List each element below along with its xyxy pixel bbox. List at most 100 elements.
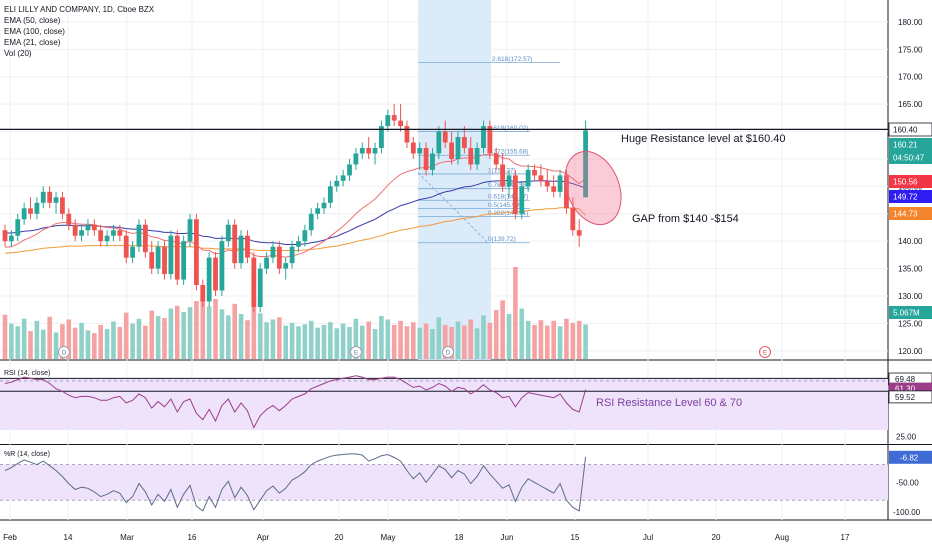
volume-bar [315, 327, 320, 359]
candle [296, 241, 301, 247]
volume-bar [328, 322, 333, 359]
time-axis[interactable]: Feb 14 Mar 16 Apr 20 May 18 Jun 15 Jul 20 Aug 17 [3, 533, 850, 542]
wr-tick: -100.00 [893, 508, 921, 517]
price-badge[interactable] [889, 207, 932, 220]
candle [449, 142, 454, 159]
candle [315, 208, 321, 214]
candle [404, 126, 410, 143]
annotations: Huge Resistance level at $160.40 GAP from… [0, 128, 888, 358]
volume-bar [155, 316, 161, 359]
resistance-note: Huge Resistance level at $160.40 [621, 133, 786, 145]
rsi-band [0, 378, 888, 431]
price-badge[interactable] [888, 122, 932, 137]
candle [136, 224, 142, 247]
wr-title[interactable]: %R (14, close) [4, 451, 50, 458]
candle [200, 285, 206, 302]
indicator-ema50[interactable]: EMA (50, close) [4, 16, 61, 25]
price-tick: 180.00 [898, 18, 923, 27]
date-range-highlight [418, 0, 491, 360]
volume-bar [468, 319, 474, 359]
gap-note: GAP from $140 -$154 [632, 213, 739, 225]
candle [104, 235, 110, 242]
rsi-title[interactable]: RSI (14, close) [4, 370, 50, 377]
price-badge[interactable] [889, 190, 932, 203]
rsi-badge[interactable] [888, 390, 932, 404]
volume-bar [238, 314, 244, 359]
volume-bar [411, 322, 416, 359]
fib-label: 2.618(172.57) [492, 56, 532, 63]
time-tick: 17 [841, 533, 850, 542]
volume-bar [283, 325, 289, 359]
fib-label: 0.618(147.47) [488, 194, 528, 201]
ema21-line [4, 154, 586, 258]
volume-bar [92, 333, 97, 359]
volume-bar [28, 331, 33, 359]
candle [2, 230, 8, 242]
volume-bar [525, 320, 531, 359]
candle [225, 224, 231, 242]
candle [551, 186, 557, 192]
volume-bar [206, 306, 212, 359]
price-badge[interactable] [889, 151, 932, 164]
price-badge[interactable] [889, 306, 932, 319]
volume-bar [219, 309, 225, 359]
price-badge[interactable] [889, 138, 932, 151]
volume-bar [538, 320, 544, 359]
candle [257, 268, 263, 307]
price-tick: 130.00 [898, 292, 923, 301]
price-axis[interactable]: 120.00125.00130.00135.00140.00145.00150.… [888, 18, 932, 517]
candle [525, 169, 531, 187]
indicator-ema100[interactable]: EMA (100, close) [4, 27, 65, 36]
price-badge[interactable] [889, 175, 932, 188]
candle [442, 131, 448, 143]
indicator-volume[interactable]: Vol (20) [4, 49, 32, 58]
volume-bar [455, 321, 461, 359]
candle [353, 153, 359, 165]
candle [15, 219, 21, 236]
candle [302, 230, 308, 242]
event-marker-label: E [354, 350, 359, 357]
volume-bar [40, 329, 46, 359]
volume-bar [545, 325, 550, 359]
candle [308, 213, 314, 231]
volume-bar [347, 326, 352, 359]
volume-bar [174, 305, 180, 359]
symbol-title[interactable]: ELI LILLY AND COMPANY, 1D, Cboe BZX [4, 5, 155, 14]
candle [111, 230, 116, 236]
volume-bar [423, 323, 429, 359]
event-marker-label: D [62, 350, 67, 357]
candle [187, 219, 193, 242]
indicator-ema21[interactable]: EMA (21, close) [4, 38, 61, 47]
wr-badge[interactable] [889, 450, 932, 464]
volume-bar [111, 321, 116, 359]
volume-bar [321, 324, 327, 359]
volume-bar [181, 311, 186, 359]
candle [461, 137, 467, 148]
time-tick: Jun [501, 533, 514, 542]
volume-bar [270, 319, 276, 359]
volume-bar [551, 320, 556, 359]
event-marker [759, 346, 771, 358]
volume-bar [366, 321, 371, 359]
price-tick: 140.00 [898, 237, 923, 246]
candle [34, 202, 40, 214]
candle [474, 148, 480, 165]
time-tick: 20 [712, 533, 721, 542]
volume-bar [104, 329, 110, 359]
candle [85, 224, 91, 231]
candle [493, 153, 499, 165]
candle [28, 208, 33, 214]
candle [398, 120, 403, 127]
candle [391, 115, 397, 121]
time-tick: Mar [120, 533, 134, 542]
candle [47, 191, 53, 203]
volume-bar [417, 327, 422, 359]
time-tick: 15 [571, 533, 580, 542]
candle [91, 224, 97, 231]
volume-bar [493, 309, 499, 359]
volume-bar [264, 322, 269, 359]
candle [142, 224, 148, 253]
price-badge-label: 144.73 [893, 210, 918, 219]
volume-bar [308, 320, 314, 359]
